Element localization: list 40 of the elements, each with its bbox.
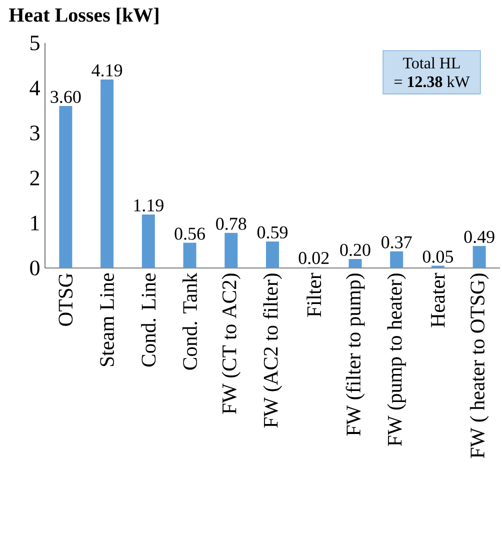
data-label: 0.49: [464, 230, 494, 244]
x-tick-label: Steam Line: [100, 273, 114, 366]
data-label: 0.56: [174, 228, 205, 240]
data-label: 0.37: [382, 236, 412, 248]
y-tick-label: 3: [30, 126, 40, 140]
x-tick-label: Cond. Tank: [182, 272, 198, 370]
x-tick-label: FW ( heater to OTSG): [470, 274, 489, 458]
bar: [224, 232, 238, 268]
chart-title: Heat Losses [kW]: [9, 8, 158, 24]
y-tick-label: 2: [30, 170, 40, 186]
x-tick-label: Heater: [431, 272, 445, 328]
annotation: Total HL: [403, 57, 460, 68]
y-tick-label: 5: [30, 36, 40, 50]
data-label: 0.78: [216, 218, 246, 230]
bar: [59, 106, 72, 268]
x-tick-label: FW (filter to pump): [346, 274, 365, 436]
bar: [390, 251, 404, 268]
data-label: 0.20: [340, 244, 370, 256]
bar: [348, 259, 362, 268]
x-tick-label: OTSG: [58, 273, 73, 326]
y-tick-label: 4: [30, 80, 40, 96]
data-label: 0.59: [257, 226, 288, 239]
x-tick-label: FW (pump to heater): [387, 274, 406, 446]
bar: [472, 246, 486, 268]
y-tick-label: 1: [31, 216, 39, 230]
bar: [183, 242, 196, 268]
x-tick-label: FW (AC2 to filter): [263, 274, 282, 428]
data-label: 1.19: [134, 199, 164, 212]
data-label: 0.02: [298, 252, 329, 264]
y-tick-label: 0: [30, 260, 40, 276]
annotation: = 12.38 kW: [394, 76, 470, 88]
x-tick-label: Filter: [306, 272, 322, 317]
data-label: 0.05: [422, 250, 453, 263]
data-label: 4.19: [92, 64, 122, 77]
bar: [266, 241, 279, 268]
data-label: 3.60: [50, 90, 81, 104]
bar: [100, 79, 114, 268]
bar: [142, 214, 155, 268]
x-tick-label: Cond. Line: [141, 273, 156, 367]
x-tick-label: FW (CT to AC2): [222, 274, 240, 414]
